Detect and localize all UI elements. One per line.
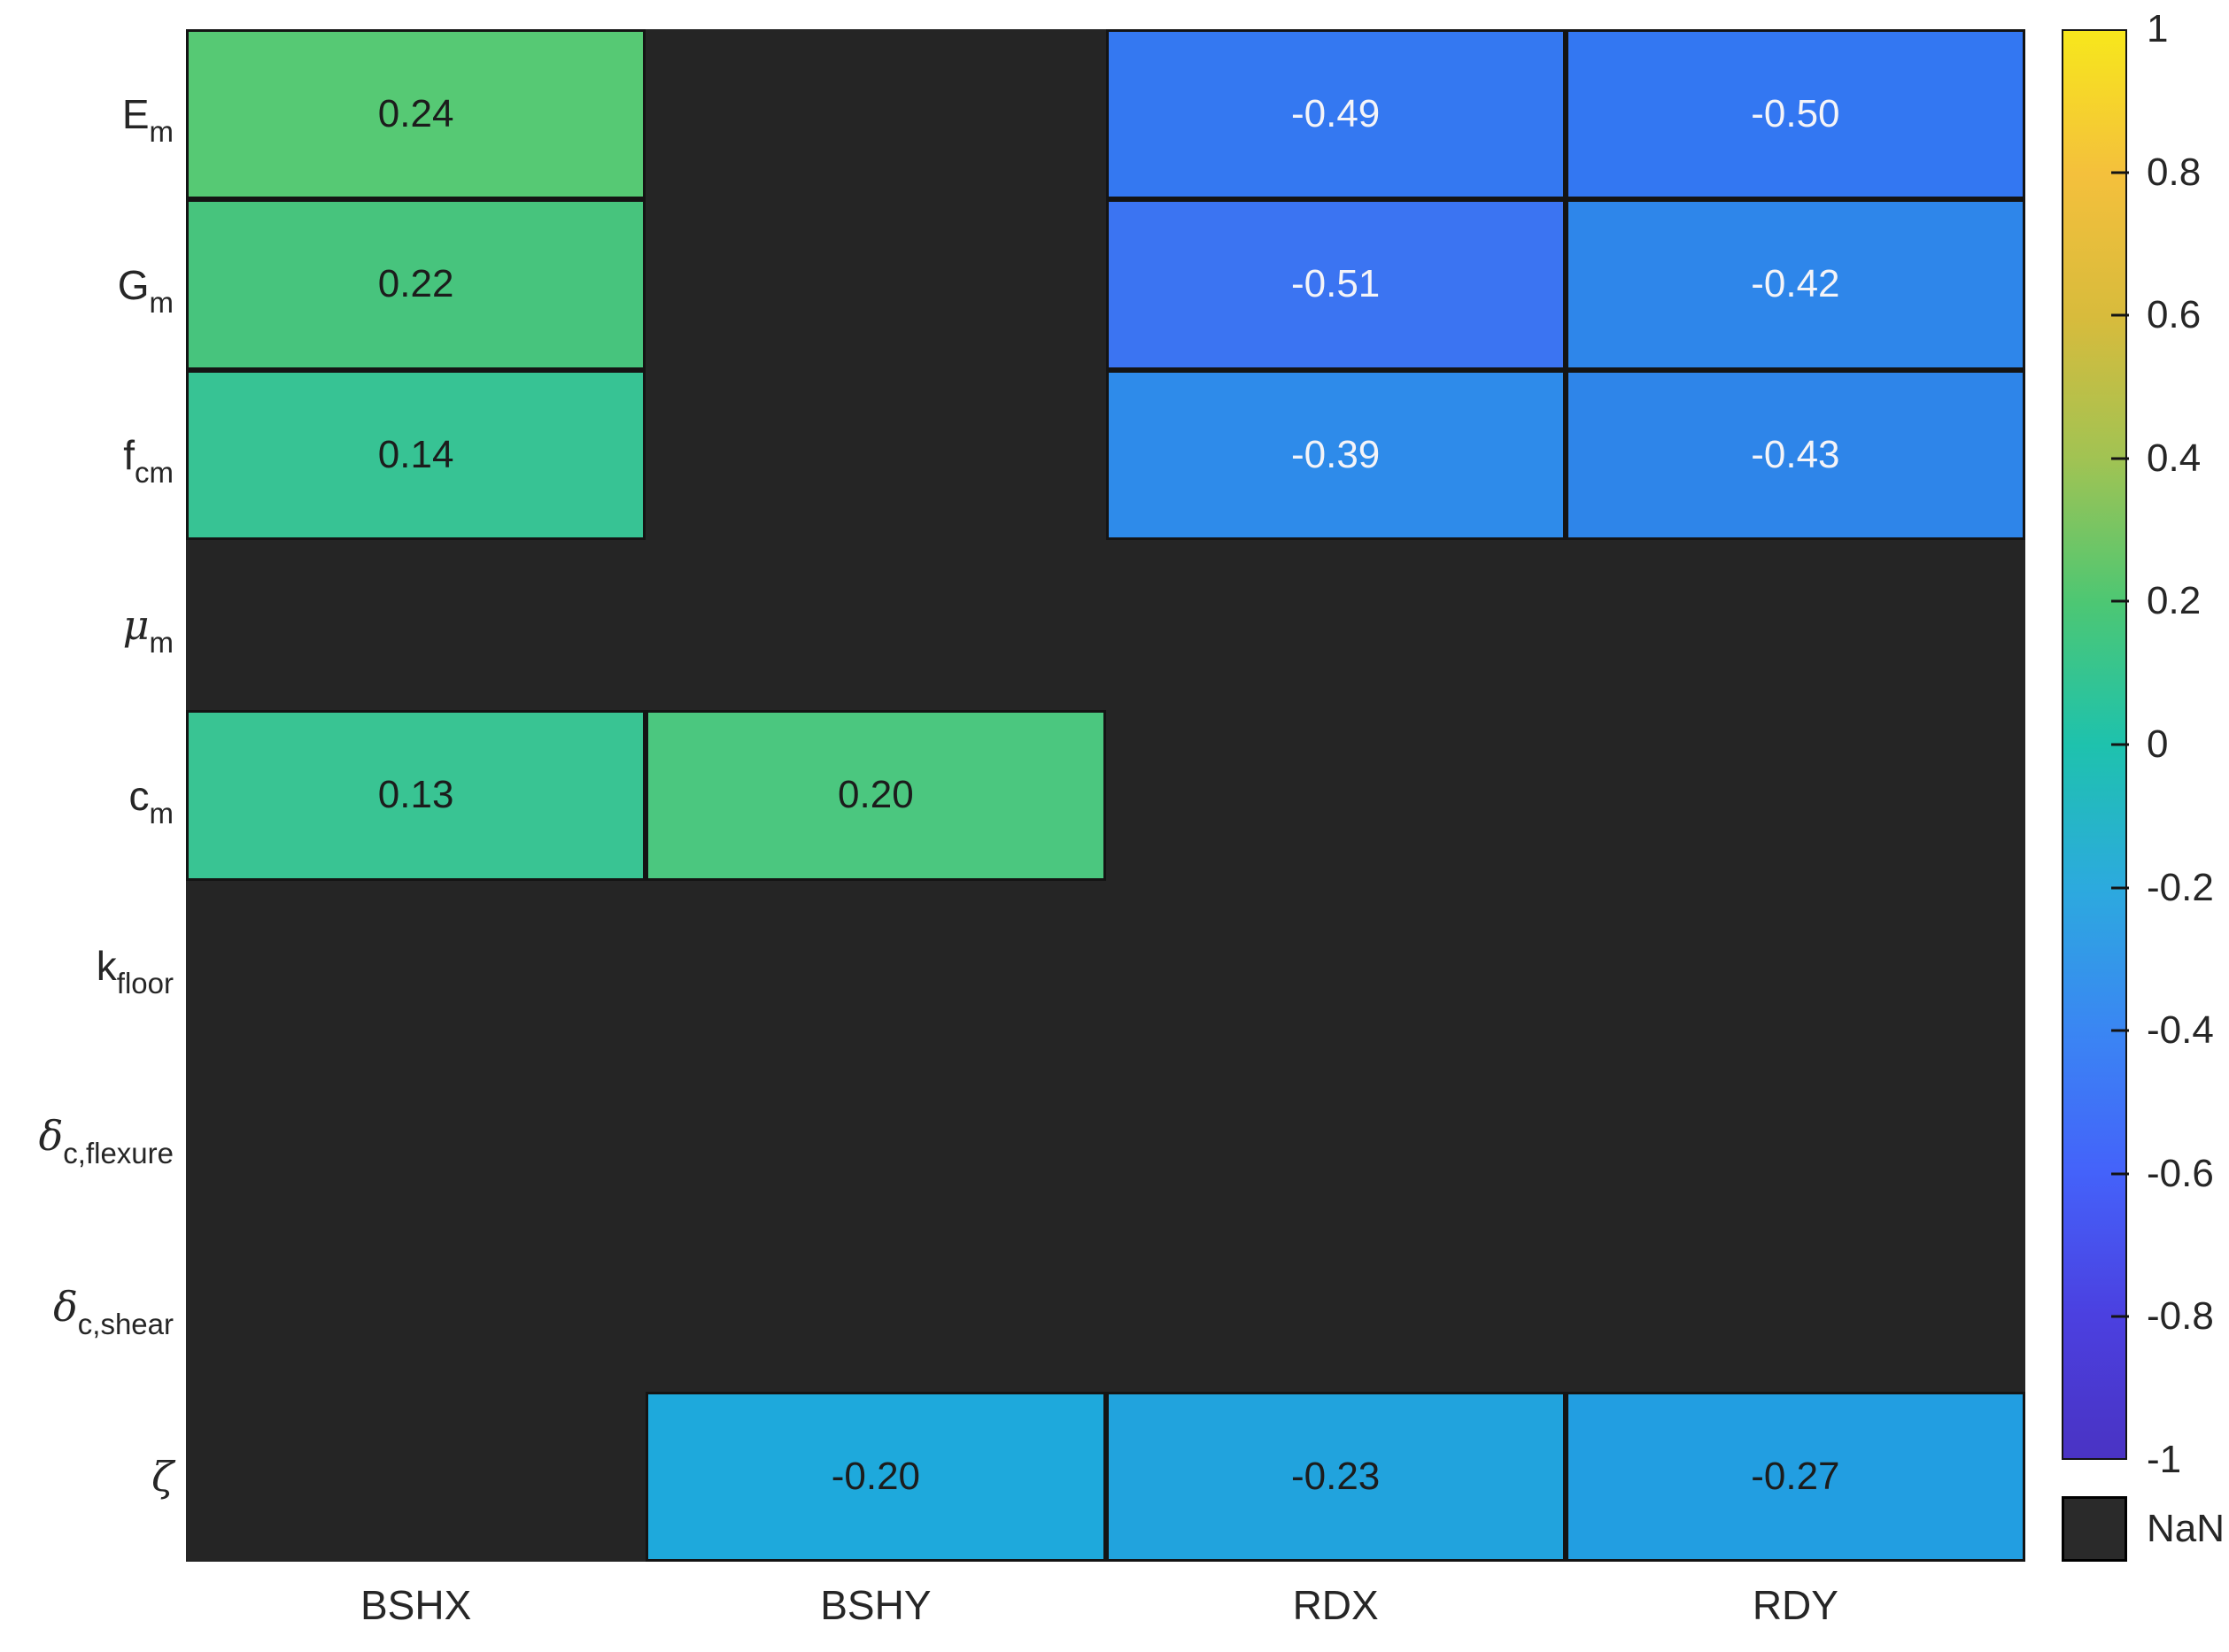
heatmap-cell: 0.13 [186, 710, 646, 881]
row-label: δc,shear [53, 1282, 174, 1340]
colorbar-tick-mark [2111, 1315, 2129, 1318]
row-label: Em [121, 91, 174, 149]
heatmap-cell [646, 1051, 1105, 1221]
heatmap-cell [646, 370, 1105, 540]
colorbar-tick-label: -0.4 [2147, 1008, 2214, 1053]
heatmap-cell: 0.22 [186, 199, 646, 370]
row-label: cm [128, 772, 174, 830]
row-label: μm [122, 601, 174, 660]
heatmap-cell [1566, 1051, 2025, 1221]
heatmap-cell: -0.50 [1565, 29, 2025, 200]
heatmap-cell [186, 1221, 646, 1391]
heatmap-cell [186, 1392, 646, 1562]
heatmap-cell [1566, 540, 2025, 710]
colorbar-tick-mark [2111, 743, 2129, 746]
heatmap-cell: -0.27 [1565, 1391, 2025, 1562]
heatmap-cell: -0.49 [1105, 29, 1566, 200]
colorbar-tick-label: -0.2 [2147, 865, 2214, 909]
colorbar-tick-mark [2111, 1172, 2129, 1176]
colorbar-tick-mark [2111, 599, 2129, 603]
heatmap-cell: -0.39 [1105, 369, 1566, 540]
heatmap-cell: 0.24 [186, 29, 646, 200]
heatmap-cell [1566, 710, 2025, 880]
heatmap-plot-area: 0.24 -0.49 -0.50 0.22 -0.51 -0.42 0.14 -0.39 -0.… [186, 29, 2025, 1562]
heatmap-cell [1106, 540, 1566, 710]
row-label: kfloor [96, 942, 174, 1000]
colorbar-tick-label: 1 [2147, 7, 2169, 50]
heatmap-cell [1106, 1221, 1566, 1391]
row-label: δc,flexure [38, 1112, 174, 1170]
heatmap-cell [646, 1221, 1105, 1391]
row-label: fcm [123, 431, 174, 489]
heatmap-cell: -0.43 [1565, 369, 2025, 540]
colorbar-tick-label: -0.8 [2147, 1294, 2214, 1339]
colorbar-tick-label: -0.6 [2147, 1151, 2214, 1195]
heatmap-cell [646, 199, 1105, 369]
heatmap-cell [1106, 881, 1566, 1051]
heatmap-cell [646, 881, 1105, 1051]
colorbar-tick-label: 0.2 [2147, 579, 2202, 623]
colorbar-tick-mark [2111, 1029, 2129, 1032]
heatmap-cell [1566, 1221, 2025, 1391]
colorbar-tick-label: 0.8 [2147, 150, 2202, 194]
heatmap-cell [1106, 710, 1566, 880]
heatmap-cell: -0.42 [1565, 199, 2025, 370]
colorbar-tick-label: 0.4 [2147, 436, 2202, 480]
column-label: BSHX [360, 1582, 472, 1628]
heatmap-cell: -0.20 [646, 1391, 1106, 1562]
colorbar-tick-mark [2111, 886, 2129, 890]
row-label: Gm [117, 261, 174, 319]
column-label: BSHY [820, 1582, 932, 1628]
colorbar-nan-swatch [2062, 1496, 2127, 1562]
heatmap-cell [186, 881, 646, 1051]
colorbar-tick-mark [2111, 457, 2129, 460]
heatmap-cell [186, 1051, 646, 1221]
colorbar-tick-label: 0 [2147, 722, 2169, 766]
heatmap-cell [646, 29, 1105, 199]
row-label: ζ [151, 1452, 174, 1501]
heatmap-cell [1106, 1051, 1566, 1221]
heatmap-cell [1566, 881, 2025, 1051]
colorbar-nan-label: NaN [2147, 1507, 2225, 1550]
heatmap-cell: 0.14 [186, 369, 646, 540]
heatmap-cell [186, 540, 646, 710]
heatmap-cell [646, 540, 1105, 710]
column-label: RDX [1292, 1582, 1379, 1628]
column-label: RDY [1752, 1582, 1838, 1628]
colorbar-tick-label: -1 [2147, 1438, 2182, 1481]
colorbar-gradient [2062, 29, 2127, 1460]
colorbar-tick-mark [2111, 171, 2129, 174]
colorbar-tick-label: 0.6 [2147, 293, 2202, 337]
heatmap-cell: -0.51 [1105, 199, 1566, 370]
colorbar-tick-mark [2111, 313, 2129, 317]
heatmap-cell: -0.23 [1105, 1391, 1566, 1562]
heatmap-cell: 0.20 [646, 710, 1106, 881]
